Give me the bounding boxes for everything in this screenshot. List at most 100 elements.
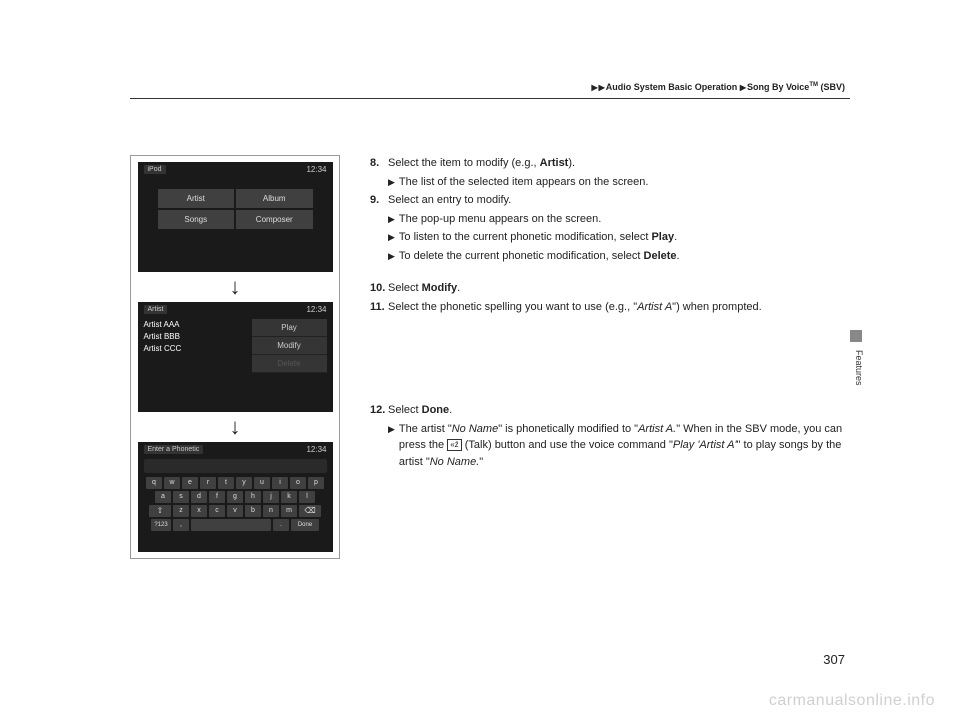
back-label: Artist	[144, 305, 168, 314]
key: b	[245, 505, 261, 517]
talk-button-icon: «ź	[447, 439, 461, 451]
key: d	[191, 491, 207, 503]
breadcrumb-section1: Audio System Basic Operation	[606, 82, 738, 92]
substep-text: The list of the selected item appears on…	[399, 174, 648, 191]
key: k	[281, 491, 297, 503]
step-8: 8. Select the item to modify (e.g., Arti…	[370, 155, 850, 172]
bullet-arrow-icon: ▶	[388, 176, 395, 191]
category-grid: Artist Album Songs Composer	[158, 189, 313, 229]
key: q	[146, 477, 162, 489]
step-text: Select the phonetic spelling you want to…	[388, 299, 850, 316]
instructions-column: 8. Select the item to modify (e.g., Arti…	[370, 155, 850, 559]
space-key	[191, 519, 271, 531]
spacer	[370, 266, 850, 280]
key: s	[173, 491, 189, 503]
keyboard-body: q w e r t y u i o p a s d	[138, 457, 333, 535]
keyboard-row: ⇧ z x c v b n m ⌫	[144, 505, 327, 517]
step-text: Select an entry to modify.	[388, 192, 850, 209]
manual-page: ▶▶Audio System Basic Operation ▶Song By …	[0, 0, 960, 722]
clock: 12:34	[306, 165, 326, 174]
step-text: Select the item to modify (e.g., Artist)…	[388, 155, 850, 172]
breadcrumb-suffix: (SBV)	[818, 82, 845, 92]
substep: ▶ To delete the current phonetic modific…	[370, 248, 850, 265]
step-text: Select Modify.	[388, 280, 850, 297]
list-item: Artist BBB	[144, 331, 248, 343]
key: n	[263, 505, 279, 517]
down-arrow-icon: ↓	[230, 276, 241, 298]
substep: ▶ The pop-up menu appears on the screen.	[370, 211, 850, 228]
key: l	[299, 491, 315, 503]
symbols-key: ?123	[151, 519, 171, 531]
cell-album: Album	[236, 189, 313, 208]
screen-2-artist-list: Artist 12:34 Artist AAA Artist BBB Artis…	[138, 302, 333, 412]
list-item: Artist CCC	[144, 343, 248, 355]
substep-text: To delete the current phonetic modificat…	[399, 248, 680, 265]
bullet-arrow-icon: ▶	[388, 231, 395, 246]
down-arrow-icon: ↓	[230, 416, 241, 438]
keyboard-row: a s d f g h j k l	[144, 491, 327, 503]
shift-key: ⇧	[149, 505, 171, 517]
key: u	[254, 477, 270, 489]
period-key: .	[273, 519, 289, 531]
comma-key: ,	[173, 519, 189, 531]
trademark: TM	[809, 82, 818, 88]
breadcrumb-arrow-icon: ▶	[599, 83, 605, 92]
step-11: 11. Select the phonetic spelling you wan…	[370, 299, 850, 316]
screen-header: iPod 12:34	[138, 162, 333, 177]
step-12: 12. Select Done.	[370, 402, 850, 419]
bullet-arrow-icon: ▶	[388, 213, 395, 228]
back-label: Enter a Phonetic	[144, 445, 204, 454]
clock: 12:34	[306, 305, 326, 314]
key: t	[218, 477, 234, 489]
watermark: carmanualsonline.info	[769, 692, 935, 710]
step-9: 9. Select an entry to modify.	[370, 192, 850, 209]
step-number: 10.	[370, 280, 388, 297]
header-divider	[130, 98, 850, 99]
backspace-key: ⌫	[299, 505, 321, 517]
key: g	[227, 491, 243, 503]
done-key: Done	[291, 519, 319, 531]
substep: ▶ The list of the selected item appears …	[370, 174, 850, 191]
artist-list: Artist AAA Artist BBB Artist CCC	[144, 319, 248, 373]
substep-text: To listen to the current phonetic modifi…	[399, 229, 677, 246]
text-input-field	[144, 459, 327, 473]
breadcrumb-arrow-icon: ▶	[591, 83, 597, 92]
key: m	[281, 505, 297, 517]
key: j	[263, 491, 279, 503]
menu-play: Play	[252, 319, 327, 337]
breadcrumb: ▶▶Audio System Basic Operation ▶Song By …	[591, 82, 845, 92]
key: i	[272, 477, 288, 489]
cell-composer: Composer	[236, 210, 313, 229]
step-number: 8.	[370, 155, 388, 172]
key: z	[173, 505, 189, 517]
key: v	[227, 505, 243, 517]
side-tab-marker	[850, 330, 862, 342]
list-item: Artist AAA	[144, 319, 248, 331]
key: e	[182, 477, 198, 489]
content-area: iPod 12:34 Artist Album Songs Composer ↓…	[130, 155, 850, 559]
cell-songs: Songs	[158, 210, 235, 229]
key: h	[245, 491, 261, 503]
step-10: 10. Select Modify.	[370, 280, 850, 297]
screen-header: Artist 12:34	[138, 302, 333, 317]
menu-modify: Modify	[252, 337, 327, 355]
substep: ▶ The artist "No Name" is phonetically m…	[370, 421, 850, 471]
key: r	[200, 477, 216, 489]
page-number: 307	[823, 652, 845, 667]
screen-3-keyboard: Enter a Phonetic 12:34 q w e r t y u i o	[138, 442, 333, 552]
breadcrumb-section2: Song By Voice	[747, 82, 809, 92]
key: x	[191, 505, 207, 517]
clock: 12:34	[306, 445, 326, 454]
step-text: Select Done.	[388, 402, 850, 419]
screen2-body: Artist AAA Artist BBB Artist CCC Play Mo…	[138, 317, 333, 375]
side-section-label: Features	[854, 350, 864, 386]
substep-text: The pop-up menu appears on the screen.	[399, 211, 601, 228]
step-number: 12.	[370, 402, 388, 419]
substep-text: The artist "No Name" is phonetically mod…	[399, 421, 850, 471]
key: a	[155, 491, 171, 503]
step-number: 9.	[370, 192, 388, 209]
screen-1-ipod-menu: iPod 12:34 Artist Album Songs Composer	[138, 162, 333, 272]
cell-artist: Artist	[158, 189, 235, 208]
keyboard-row: ?123 , . Done	[144, 519, 327, 531]
popup-menu: Play Modify Delete	[252, 319, 327, 373]
